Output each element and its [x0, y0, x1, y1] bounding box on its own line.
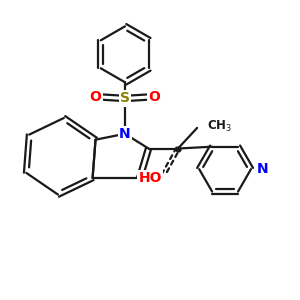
Text: HO: HO [138, 171, 162, 185]
Text: O: O [90, 90, 101, 104]
Text: S: S [120, 92, 130, 106]
Text: O: O [148, 90, 160, 104]
Text: N: N [256, 162, 268, 176]
Text: CH$_3$: CH$_3$ [207, 119, 232, 134]
Text: N: N [119, 127, 131, 141]
